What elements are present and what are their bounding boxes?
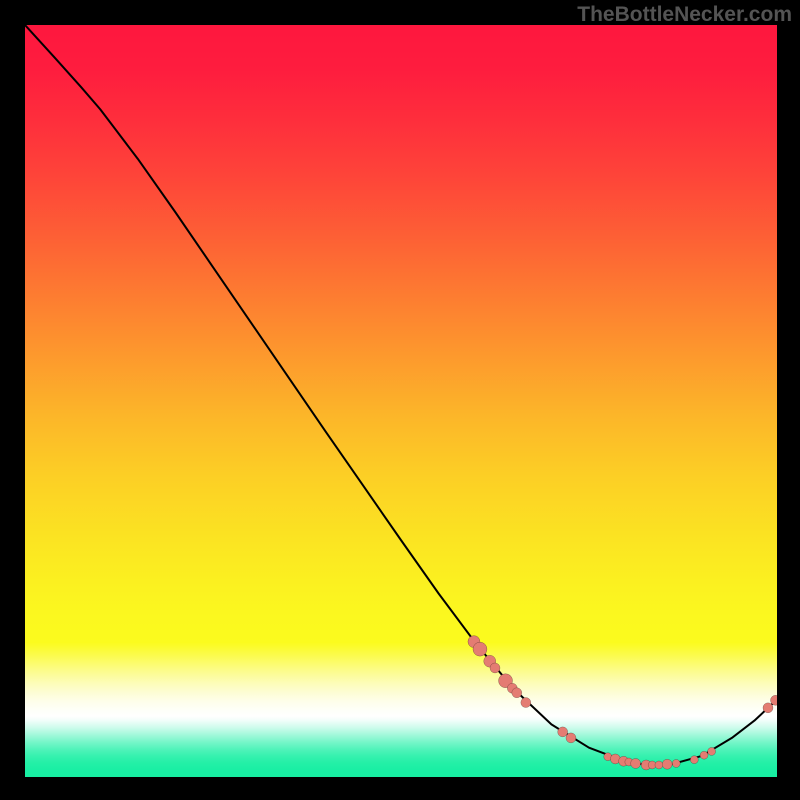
data-point-marker xyxy=(662,759,672,769)
data-point-marker xyxy=(631,758,641,768)
data-point-marker xyxy=(512,688,522,698)
data-point-marker xyxy=(558,727,568,737)
chart-container: TheBottleNecker.com xyxy=(0,0,800,800)
data-point-marker xyxy=(566,733,576,743)
data-point-marker xyxy=(473,642,487,656)
data-point-marker xyxy=(690,756,698,764)
gradient-background xyxy=(25,25,777,777)
chart-svg xyxy=(25,25,777,777)
data-point-marker xyxy=(708,747,716,755)
data-point-marker xyxy=(490,663,500,673)
data-point-marker xyxy=(700,751,708,759)
data-point-marker xyxy=(763,703,773,713)
watermark-text: TheBottleNecker.com xyxy=(577,3,792,27)
data-point-marker xyxy=(521,698,531,708)
plot-area xyxy=(25,25,777,777)
data-point-marker xyxy=(672,759,680,767)
data-point-marker xyxy=(655,761,663,769)
